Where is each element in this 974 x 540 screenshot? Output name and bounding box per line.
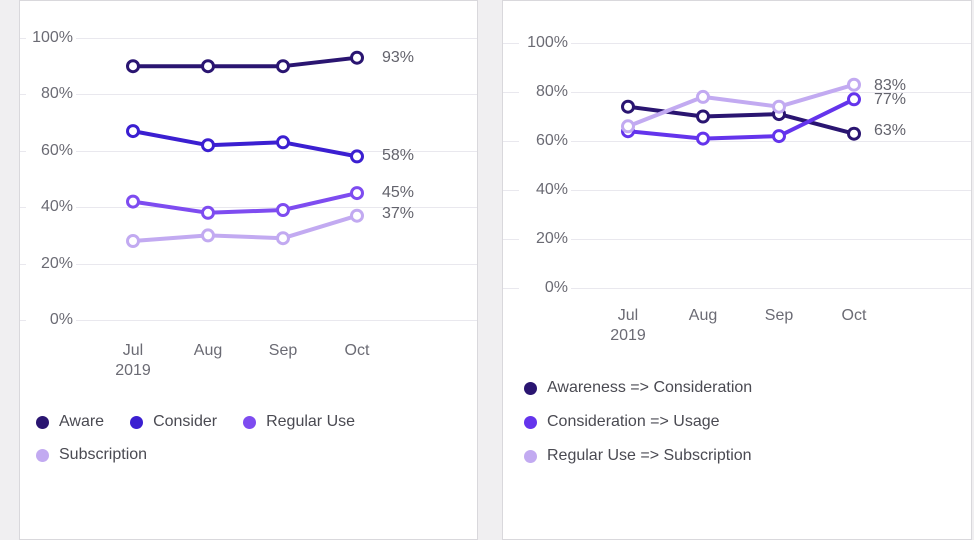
y-axis-tick: 80% xyxy=(519,82,571,102)
gridline-100 xyxy=(20,38,477,39)
y-axis-tick: 0% xyxy=(26,310,76,330)
legend-dot-icon xyxy=(524,449,537,463)
x-axis-tick: Aug xyxy=(688,307,718,324)
y-axis-tick: 60% xyxy=(26,141,76,161)
gridline-80 xyxy=(503,92,971,93)
legend-dot-icon xyxy=(524,381,537,395)
y-axis-tick: 100% xyxy=(519,33,571,53)
legend: Aware Consider Regular Use Subscription xyxy=(36,412,466,465)
legend-dot-icon xyxy=(36,415,49,429)
chart-card-funnel-conversion: 100% 80% 60% 40% 20% 0% Jul 2019 Aug Sep… xyxy=(502,0,972,540)
y-axis-tick: 60% xyxy=(519,131,571,151)
gridline-100 xyxy=(503,43,971,44)
y-axis-tick: 80% xyxy=(26,84,76,104)
line-chart-plot-area[interactable] xyxy=(503,1,971,421)
legend-dot-icon xyxy=(130,415,144,429)
gridline-0 xyxy=(503,288,971,289)
series-end-value-label: 45% xyxy=(382,184,415,201)
x-axis-tick: Oct xyxy=(344,342,370,359)
legend-item-subscription[interactable]: Subscription xyxy=(36,445,147,465)
legend-item-regular-use[interactable]: Regular Use xyxy=(243,412,355,432)
legend-label: Aware xyxy=(59,413,105,430)
series-end-value-label: 58% xyxy=(382,147,415,164)
legend-label: Consider xyxy=(153,413,218,430)
gridline-20 xyxy=(20,264,477,265)
legend-item-consider[interactable]: Consider xyxy=(130,412,217,432)
legend-label: Regular Use => Subscription xyxy=(547,447,752,464)
gridline-60 xyxy=(20,151,477,152)
legend-label: Regular Use xyxy=(266,413,356,430)
series-end-value-label: 63% xyxy=(874,122,907,139)
gridline-20 xyxy=(503,239,971,240)
legend-label: Subscription xyxy=(59,446,148,463)
legend-item-regular-use-subscription[interactable]: Regular Use => Subscription xyxy=(524,446,752,466)
x-axis-tick-year: 2019 xyxy=(115,362,151,379)
x-axis-tick: Aug xyxy=(193,342,223,359)
legend-label: Awareness => Consideration xyxy=(547,379,753,396)
y-axis-tick: 20% xyxy=(519,229,571,249)
gridline-40 xyxy=(503,190,971,191)
x-axis-tick-year: 2019 xyxy=(610,327,646,344)
legend-item-consideration-usage[interactable]: Consideration => Usage xyxy=(524,412,752,432)
line-chart-plot-area[interactable] xyxy=(20,1,477,421)
y-axis-tick: 20% xyxy=(26,254,76,274)
series-end-value-label: 83% xyxy=(874,77,907,94)
series-end-value-label: 77% xyxy=(874,91,907,108)
y-axis-tick: 40% xyxy=(26,197,76,217)
gridline-80 xyxy=(20,94,477,95)
x-axis-tick: Oct xyxy=(841,307,867,324)
legend-label: Consideration => Usage xyxy=(547,413,720,430)
legend-item-aware[interactable]: Aware xyxy=(36,412,104,432)
gridline-60 xyxy=(503,141,971,142)
x-axis-tick: Jul xyxy=(617,307,639,324)
x-axis-tick: Sep xyxy=(268,342,298,359)
legend-dot-icon xyxy=(36,448,49,462)
series-end-value-label: 93% xyxy=(382,49,415,66)
chart-card-funnel-states: 100% 80% 60% 40% 20% 0% Jul 2019 Aug Sep… xyxy=(19,0,478,540)
series-end-value-label: 37% xyxy=(382,205,415,222)
legend-item-awareness-consideration[interactable]: Awareness => Consideration xyxy=(524,378,752,398)
x-axis-tick: Jul xyxy=(122,342,144,359)
x-axis-tick: Sep xyxy=(764,307,794,324)
y-axis-tick: 0% xyxy=(519,278,571,298)
legend: Awareness => Consideration Consideration… xyxy=(524,378,752,466)
legend-dot-icon xyxy=(524,415,537,429)
y-axis-tick: 100% xyxy=(26,28,76,48)
legend-dot-icon xyxy=(243,415,257,429)
y-axis-tick: 40% xyxy=(519,180,571,200)
gridline-0 xyxy=(20,320,477,321)
gridline-40 xyxy=(20,207,477,208)
